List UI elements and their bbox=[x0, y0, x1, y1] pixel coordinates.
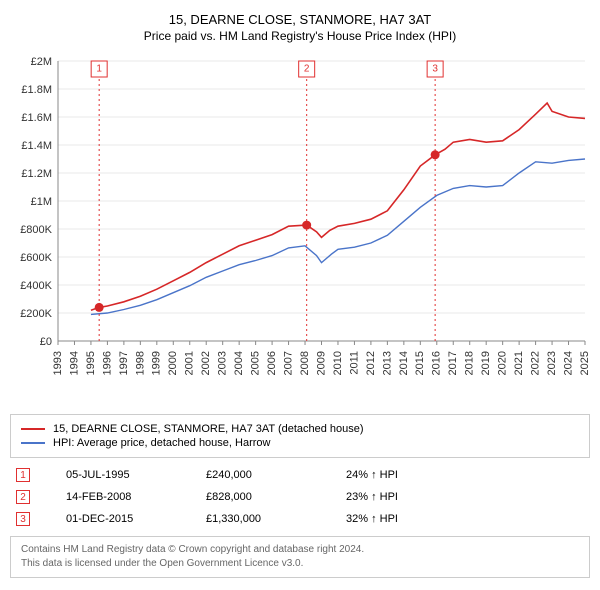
series-hpi bbox=[91, 159, 585, 314]
tx-marker: 2 bbox=[16, 490, 30, 504]
svg-text:2017: 2017 bbox=[447, 351, 459, 375]
svg-text:£1.2M: £1.2M bbox=[21, 168, 52, 180]
svg-text:2011: 2011 bbox=[348, 351, 360, 375]
svg-text:1993: 1993 bbox=[52, 351, 64, 375]
marker-dot-2 bbox=[302, 221, 311, 230]
svg-text:2021: 2021 bbox=[513, 351, 525, 375]
tx-price: £828,000 bbox=[200, 486, 340, 508]
table-row: 2 14-FEB-2008£828,00023% ↑ HPI bbox=[10, 486, 590, 508]
series-price_paid bbox=[91, 103, 585, 310]
tx-price: £1,330,000 bbox=[200, 508, 340, 530]
tx-marker: 3 bbox=[16, 512, 30, 526]
legend-swatch bbox=[21, 442, 45, 444]
svg-text:1994: 1994 bbox=[68, 351, 80, 375]
svg-text:2014: 2014 bbox=[398, 351, 410, 375]
svg-text:2015: 2015 bbox=[414, 351, 426, 375]
svg-text:2001: 2001 bbox=[184, 351, 196, 375]
svg-text:1999: 1999 bbox=[151, 351, 163, 375]
tx-date: 14-FEB-2008 bbox=[60, 486, 200, 508]
svg-text:2002: 2002 bbox=[200, 351, 212, 375]
svg-text:2004: 2004 bbox=[233, 351, 245, 375]
svg-text:2: 2 bbox=[304, 64, 310, 75]
chart-subtitle: Price paid vs. HM Land Registry's House … bbox=[10, 29, 590, 43]
svg-text:2023: 2023 bbox=[546, 351, 558, 375]
svg-text:2018: 2018 bbox=[464, 351, 476, 375]
legend-swatch bbox=[21, 428, 45, 430]
svg-text:2025: 2025 bbox=[579, 351, 590, 375]
svg-text:£600K: £600K bbox=[20, 252, 52, 264]
table-row: 3 01-DEC-2015£1,330,00032% ↑ HPI bbox=[10, 508, 590, 530]
svg-text:£0: £0 bbox=[40, 336, 52, 348]
transactions-table: 1 05-JUL-1995£240,00024% ↑ HPI 2 14-FEB-200… bbox=[10, 464, 590, 530]
svg-text:2012: 2012 bbox=[365, 351, 377, 375]
svg-text:2006: 2006 bbox=[266, 351, 278, 375]
svg-text:1995: 1995 bbox=[85, 351, 97, 375]
svg-text:2024: 2024 bbox=[562, 351, 574, 375]
svg-text:2020: 2020 bbox=[497, 351, 509, 375]
tx-pct: 24% ↑ HPI bbox=[340, 464, 590, 486]
tx-date: 05-JUL-1995 bbox=[60, 464, 200, 486]
footer-line-2: This data is licensed under the Open Gov… bbox=[21, 557, 579, 571]
chart-svg: £0 £200K £400K £600K £800K £1M £1.2M £1.4M £1.6M… bbox=[10, 51, 590, 406]
chart-area: £0 £200K £400K £600K £800K £1M £1.2M £1.4M £1.6M… bbox=[10, 51, 590, 406]
svg-text:2010: 2010 bbox=[332, 351, 344, 375]
svg-text:£400K: £400K bbox=[20, 280, 52, 292]
svg-text:2009: 2009 bbox=[315, 351, 327, 375]
svg-text:£1.4M: £1.4M bbox=[21, 140, 52, 152]
tx-pct: 23% ↑ HPI bbox=[340, 486, 590, 508]
legend-label: 15, DEARNE CLOSE, STANMORE, HA7 3AT (det… bbox=[53, 423, 364, 435]
footer-line-1: Contains HM Land Registry data © Crown c… bbox=[21, 543, 579, 557]
tx-pct: 32% ↑ HPI bbox=[340, 508, 590, 530]
legend-item: HPI: Average price, detached house, Harr… bbox=[21, 437, 579, 449]
tx-marker: 1 bbox=[16, 468, 30, 482]
svg-text:2000: 2000 bbox=[167, 351, 179, 375]
svg-text:£1.8M: £1.8M bbox=[21, 84, 52, 96]
svg-text:£2M: £2M bbox=[31, 56, 52, 68]
svg-text:2008: 2008 bbox=[299, 351, 311, 375]
svg-text:2022: 2022 bbox=[530, 351, 542, 375]
legend: 15, DEARNE CLOSE, STANMORE, HA7 3AT (det… bbox=[10, 414, 590, 458]
svg-text:£800K: £800K bbox=[20, 224, 52, 236]
svg-text:2013: 2013 bbox=[381, 351, 393, 375]
table-row: 1 05-JUL-1995£240,00024% ↑ HPI bbox=[10, 464, 590, 486]
marker-dot-3 bbox=[431, 150, 440, 159]
svg-text:£1.6M: £1.6M bbox=[21, 112, 52, 124]
svg-text:2003: 2003 bbox=[217, 351, 229, 375]
chart-title: 15, DEARNE CLOSE, STANMORE, HA7 3AT bbox=[10, 12, 590, 27]
legend-label: HPI: Average price, detached house, Harr… bbox=[53, 437, 270, 449]
svg-text:3: 3 bbox=[432, 64, 438, 75]
svg-text:2005: 2005 bbox=[250, 351, 262, 375]
license-footer: Contains HM Land Registry data © Crown c… bbox=[10, 536, 590, 578]
tx-date: 01-DEC-2015 bbox=[60, 508, 200, 530]
svg-text:1: 1 bbox=[96, 64, 102, 75]
legend-item: 15, DEARNE CLOSE, STANMORE, HA7 3AT (det… bbox=[21, 423, 579, 435]
svg-text:2016: 2016 bbox=[431, 351, 443, 375]
marker-dot-1 bbox=[95, 303, 104, 312]
svg-text:1996: 1996 bbox=[101, 351, 113, 375]
svg-text:£1M: £1M bbox=[31, 196, 52, 208]
svg-text:£200K: £200K bbox=[20, 308, 52, 320]
svg-text:1997: 1997 bbox=[118, 351, 130, 375]
tx-price: £240,000 bbox=[200, 464, 340, 486]
svg-text:2019: 2019 bbox=[480, 351, 492, 375]
svg-text:2007: 2007 bbox=[282, 351, 294, 375]
svg-text:1998: 1998 bbox=[134, 351, 146, 375]
